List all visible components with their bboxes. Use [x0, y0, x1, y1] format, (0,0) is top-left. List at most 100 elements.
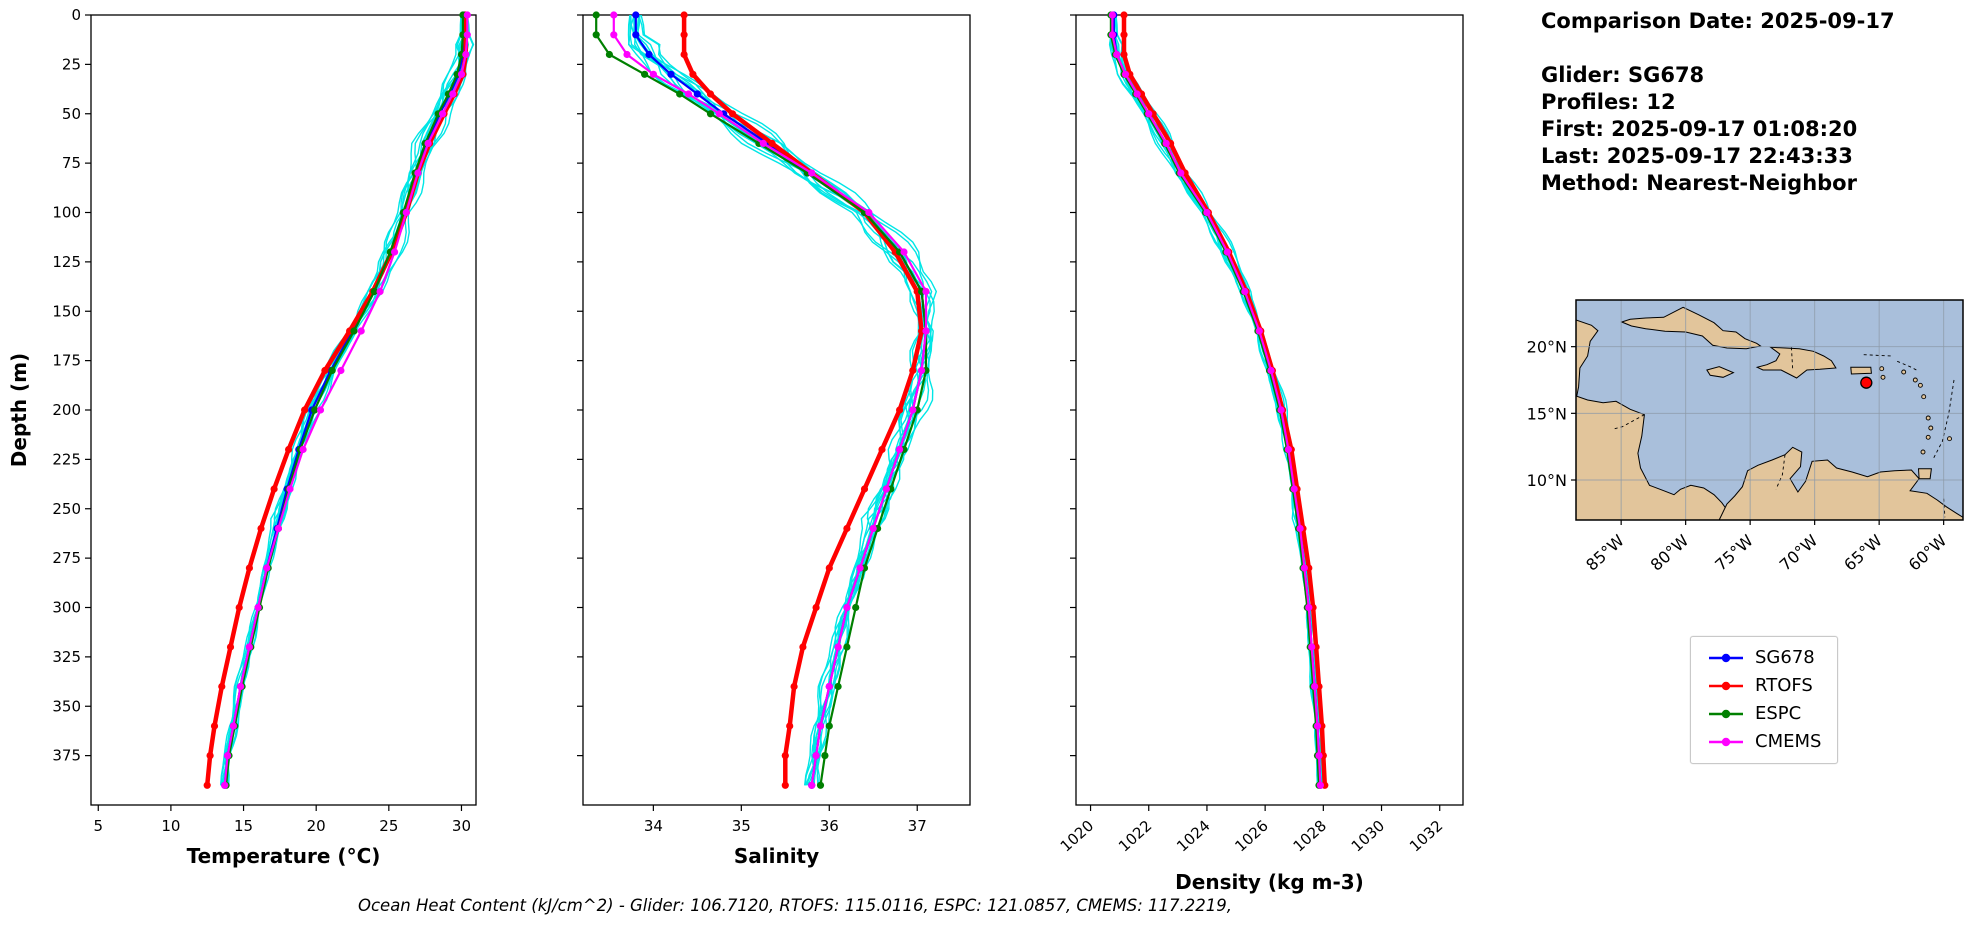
marker-RTOFS	[218, 682, 226, 691]
marker-RTOFS	[270, 485, 278, 493]
marker-RTOFS	[790, 682, 798, 691]
marker-RTOFS	[878, 445, 886, 454]
marker-RTOFS	[1120, 31, 1128, 39]
comparison-date: Comparison Date: 2025-09-17	[1541, 9, 1895, 33]
map-landmass	[1755, 346, 1837, 379]
marker-CMEMS	[1315, 752, 1323, 760]
marker-CMEMS	[812, 752, 820, 760]
marker-RTOFS	[812, 603, 820, 612]
marker-CMEMS	[1223, 248, 1231, 256]
series-CMEMS-salinity	[612, 15, 928, 786]
marker-CMEMS	[286, 485, 294, 493]
marker-RTOFS	[321, 366, 329, 375]
marker-RTOFS	[206, 752, 214, 760]
map-lon-label: 85°W	[1582, 531, 1628, 575]
map-boundary-dashed	[1790, 347, 1794, 370]
marker-CMEMS	[1145, 110, 1153, 118]
legend-label: CMEMS	[1755, 731, 1822, 752]
marker-CMEMS	[237, 682, 245, 691]
ohc-caption: Ocean Heat Content (kJ/cm^2) - Glider: 1…	[357, 896, 1232, 915]
marker-ESPC	[843, 643, 851, 651]
marker-CMEMS	[825, 682, 833, 691]
map-lon-label: 70°W	[1776, 531, 1822, 575]
marker-CMEMS	[462, 50, 470, 59]
marker-RTOFS	[896, 406, 904, 414]
map-landmass	[1718, 446, 1963, 520]
marker-ESPC	[676, 90, 684, 98]
marker-RTOFS	[203, 781, 211, 789]
info-line: Profiles: 12	[1541, 90, 1676, 114]
marker-RTOFS	[1120, 11, 1128, 19]
marker-RTOFS	[728, 110, 737, 118]
marker-CMEMS	[463, 11, 471, 19]
marker-CMEMS	[1162, 139, 1170, 147]
svg-text:150: 150	[52, 302, 81, 320]
marker-CMEMS	[254, 603, 262, 612]
marker-ESPC	[350, 327, 358, 335]
glider-location-marker	[1860, 376, 1873, 389]
map-landmass	[1620, 306, 1762, 350]
marker-CMEMS	[610, 11, 618, 19]
marker-CMEMS	[1284, 445, 1292, 454]
legend-label: RTOFS	[1755, 675, 1813, 696]
marker-RTOFS	[235, 603, 243, 612]
svg-text:250: 250	[52, 500, 81, 518]
svg-text:75: 75	[62, 154, 81, 172]
marker-RTOFS	[210, 722, 219, 730]
svg-text:300: 300	[52, 599, 81, 617]
map-island	[1920, 449, 1926, 455]
marker-ESPC	[852, 603, 860, 612]
svg-text:1030: 1030	[1348, 817, 1388, 856]
info-panel-lines: Glider: SG678 Profiles: 12 First: 2025-09-…	[1541, 62, 1895, 197]
x-axis-label-temperature: Temperature (°C)	[187, 844, 381, 868]
legend-marker-icon	[1709, 737, 1743, 747]
marker-RTOFS	[909, 366, 917, 375]
marker-RTOFS	[768, 139, 776, 147]
legend-label: ESPC	[1755, 703, 1802, 724]
svg-text:1022: 1022	[1115, 817, 1155, 856]
svg-text:36: 36	[820, 817, 839, 835]
marker-CMEMS	[1108, 31, 1116, 39]
marker-CMEMS	[715, 110, 723, 118]
map-island	[1879, 366, 1885, 372]
marker-ESPC	[821, 752, 829, 760]
marker-RTOFS	[799, 643, 807, 651]
map-landmass	[1706, 366, 1735, 378]
legend-marker-icon	[1709, 709, 1743, 719]
svg-text:0: 0	[71, 6, 81, 24]
marker-CMEMS	[357, 327, 365, 335]
marker-CMEMS	[1311, 682, 1319, 691]
marker-RTOFS	[680, 50, 688, 59]
marker-CMEMS	[843, 603, 851, 612]
svg-text:10: 10	[161, 817, 180, 835]
map-island	[1912, 377, 1918, 383]
legend-marker-icon	[1709, 653, 1743, 663]
map-lat-label: 20°N	[1527, 338, 1567, 357]
marker-ESPC	[328, 366, 336, 375]
marker-CMEMS	[856, 564, 864, 572]
marker-RTOFS	[781, 752, 789, 760]
marker-ESPC	[592, 31, 600, 39]
map-landmass	[1850, 366, 1872, 375]
svg-text:125: 125	[52, 253, 81, 271]
marker-CMEMS	[221, 781, 229, 789]
panel-salinity: 34 35 36 37 Salinity	[577, 11, 971, 868]
svg-text:25: 25	[379, 817, 398, 835]
marker-CMEMS	[1113, 50, 1121, 59]
marker-RTOFS	[680, 31, 688, 39]
marker-CMEMS	[376, 287, 384, 296]
marker-ESPC	[641, 70, 649, 78]
marker-RTOFS	[1120, 50, 1128, 59]
marker-CMEMS	[1308, 643, 1316, 651]
marker-CMEMS	[649, 70, 658, 78]
marker-CMEMS	[900, 248, 908, 256]
svg-text:350: 350	[52, 697, 81, 715]
svg-text:30: 30	[452, 817, 471, 835]
marker-RTOFS	[843, 524, 851, 533]
marker-CMEMS	[909, 406, 917, 414]
marker-CMEMS	[439, 110, 447, 118]
y-axis-label: Depth (m)	[7, 353, 31, 467]
svg-text:375: 375	[52, 747, 81, 765]
